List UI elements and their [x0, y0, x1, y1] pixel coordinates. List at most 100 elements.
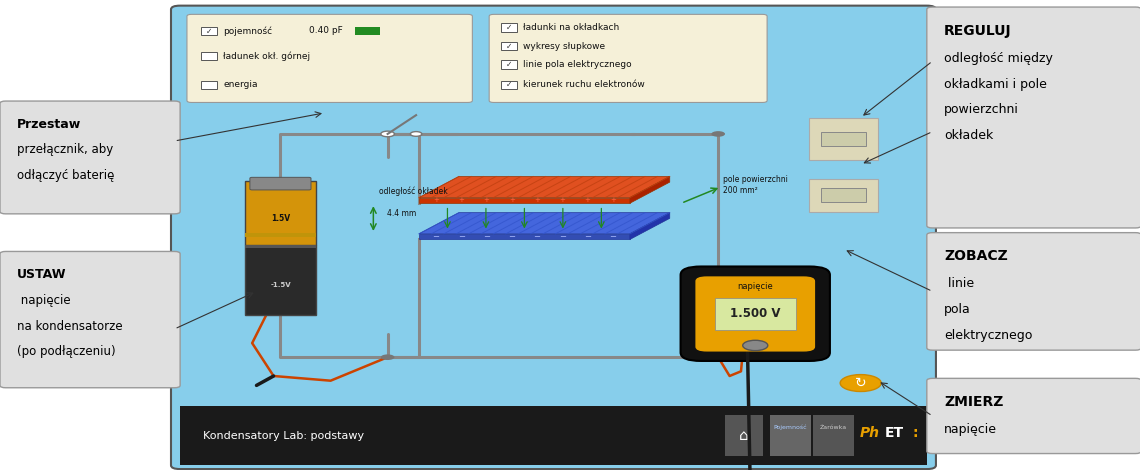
FancyBboxPatch shape — [0, 101, 180, 214]
Text: linie pola elektrycznego: linie pola elektrycznego — [523, 60, 632, 69]
Text: odległość okładek: odległość okładek — [380, 187, 448, 196]
Text: ✓: ✓ — [505, 80, 512, 89]
FancyBboxPatch shape — [187, 15, 472, 102]
Text: +: + — [433, 197, 439, 204]
FancyBboxPatch shape — [171, 6, 936, 469]
Bar — [809, 179, 878, 212]
Text: ✓: ✓ — [205, 26, 212, 35]
Circle shape — [711, 131, 725, 137]
Text: -1.5V: -1.5V — [270, 282, 291, 289]
Polygon shape — [420, 197, 629, 203]
Text: 4.4 mm: 4.4 mm — [388, 209, 416, 219]
Text: pojemność: pojemność — [223, 26, 272, 36]
Bar — [500, 61, 516, 69]
Text: 1.5V: 1.5V — [271, 214, 290, 223]
Text: −: − — [559, 232, 565, 241]
Polygon shape — [420, 176, 670, 197]
Text: energia: energia — [223, 80, 258, 89]
Bar — [180, 406, 927, 465]
Text: na kondensatorze: na kondensatorze — [17, 320, 123, 333]
Text: okładek: okładek — [944, 129, 993, 142]
Text: ⌂: ⌂ — [739, 428, 749, 443]
Text: wykresy słupkowe: wykresy słupkowe — [523, 42, 605, 51]
Text: +: + — [508, 197, 515, 204]
Text: okładkami i pole: okładkami i pole — [944, 78, 1047, 91]
Bar — [201, 27, 217, 35]
FancyBboxPatch shape — [250, 177, 311, 190]
Text: ET: ET — [885, 426, 904, 440]
Text: −: − — [458, 232, 465, 241]
Text: ładunki na okładkach: ładunki na okładkach — [523, 23, 620, 32]
Text: −: − — [508, 232, 515, 241]
Text: Ph: Ph — [860, 426, 880, 440]
Bar — [809, 118, 878, 160]
Text: odłączyć baterię: odłączyć baterię — [17, 169, 114, 182]
Text: przełącznik, aby: przełącznik, aby — [17, 143, 113, 157]
FancyBboxPatch shape — [489, 15, 767, 102]
Text: ZOBACZ: ZOBACZ — [944, 249, 1008, 263]
FancyBboxPatch shape — [927, 233, 1140, 350]
Text: Pojemność: Pojemność — [774, 424, 807, 430]
Text: +: + — [585, 197, 591, 204]
Bar — [245, 233, 316, 237]
Text: :: : — [912, 426, 918, 440]
FancyBboxPatch shape — [927, 378, 1140, 454]
FancyBboxPatch shape — [927, 7, 1140, 228]
Bar — [770, 415, 811, 456]
Polygon shape — [420, 234, 629, 239]
Text: +: + — [534, 197, 540, 204]
Bar — [201, 52, 217, 61]
Text: +: + — [458, 197, 464, 204]
Polygon shape — [420, 212, 670, 234]
Text: napięcie: napięcie — [738, 282, 773, 291]
Text: ✓: ✓ — [505, 42, 512, 51]
Text: odległość między: odległość między — [944, 52, 1053, 65]
Polygon shape — [629, 212, 670, 239]
Bar — [821, 132, 866, 146]
Text: +: + — [483, 197, 489, 204]
Bar — [355, 27, 380, 35]
Bar — [500, 24, 516, 32]
Bar — [813, 415, 854, 456]
FancyBboxPatch shape — [681, 266, 830, 361]
Text: −: − — [534, 232, 540, 241]
Text: linie: linie — [944, 277, 974, 290]
Bar — [245, 245, 316, 248]
Text: +: + — [560, 197, 565, 204]
Circle shape — [743, 340, 768, 351]
FancyBboxPatch shape — [0, 251, 180, 388]
Bar — [725, 415, 763, 456]
Text: ZMIERZ: ZMIERZ — [944, 395, 1003, 409]
Text: pola: pola — [944, 303, 970, 316]
Text: REGULUJ: REGULUJ — [944, 24, 1011, 38]
Text: ↻: ↻ — [855, 376, 866, 390]
Text: napięcie: napięcie — [17, 294, 71, 307]
Bar — [500, 42, 516, 50]
Text: Kondensatory Lab: podstawy: Kondensatory Lab: podstawy — [203, 431, 364, 441]
Text: USTAW: USTAW — [17, 268, 66, 281]
Bar — [500, 81, 516, 89]
Text: ładunek okł. górnej: ładunek okł. górnej — [223, 52, 310, 61]
Text: 1.500 V: 1.500 V — [730, 307, 781, 321]
Text: pole powierzchni: pole powierzchni — [724, 175, 788, 184]
Bar — [715, 298, 796, 330]
Text: −: − — [609, 232, 617, 241]
Circle shape — [410, 132, 422, 136]
Circle shape — [840, 375, 881, 392]
Text: elektrycznego: elektrycznego — [944, 329, 1033, 342]
Text: +: + — [610, 197, 616, 204]
Bar — [245, 181, 316, 245]
Bar — [821, 188, 866, 202]
Text: −: − — [584, 232, 591, 241]
Circle shape — [381, 354, 394, 360]
Text: −: − — [432, 232, 440, 241]
Text: Przestaw: Przestaw — [17, 118, 81, 131]
Bar — [245, 245, 316, 315]
Text: (po podłączeniu): (po podłączeniu) — [17, 345, 116, 359]
Text: 200 mm²: 200 mm² — [724, 186, 758, 195]
Text: Żarówka: Żarówka — [820, 425, 847, 430]
Text: powierzchni: powierzchni — [944, 103, 1019, 117]
Text: napięcie: napięcie — [944, 423, 996, 436]
Text: 0.40 pF: 0.40 pF — [309, 26, 343, 35]
Bar — [201, 81, 217, 89]
